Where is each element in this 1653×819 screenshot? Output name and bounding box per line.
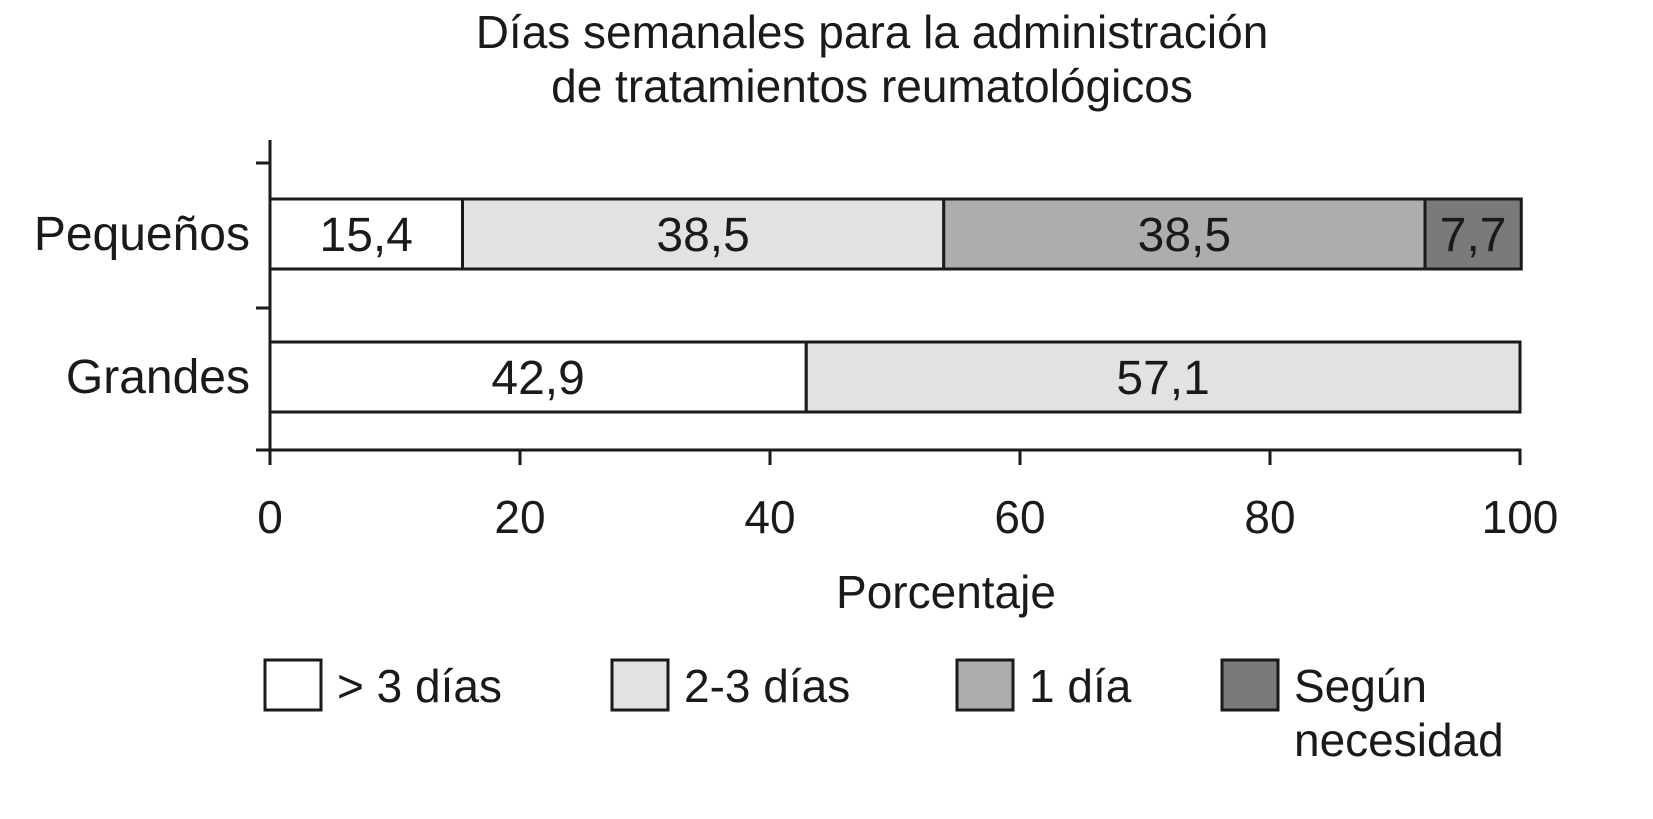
legend-swatch (955, 658, 1015, 712)
x-axis-tick-label: 0 (257, 491, 283, 543)
legend-item: 1 día (955, 658, 1132, 712)
bar-segment (461, 197, 946, 271)
bar-data-label: 7,7 (1440, 209, 1507, 262)
x-axis-tick-label: 40 (744, 491, 795, 543)
x-axis-tick-label: 80 (1244, 491, 1295, 543)
bar-data-label: 38,5 (656, 209, 749, 262)
legend-item: 2-3 días (610, 658, 850, 712)
bar-data-label: 15,4 (320, 209, 413, 262)
legend-item: > 3 días (263, 658, 502, 712)
legend-swatch (263, 658, 323, 712)
x-axis-label: Porcentaje (836, 566, 1056, 618)
legend-swatch (1220, 658, 1280, 712)
y-axis-category-label: Pequeños (34, 208, 250, 261)
bar-data-label: 38,5 (1138, 209, 1231, 262)
chart-title: Días semanales para la administraciónde … (476, 6, 1269, 112)
bar-data-label: 57,1 (1116, 352, 1209, 405)
y-axis-categories: Pequeños Grandes (34, 208, 250, 404)
chart-title-line: Días semanales para la administración (476, 6, 1269, 58)
legend-label: > 3 días (337, 660, 502, 712)
legend-label: Según necesidad (1294, 660, 1504, 766)
legend-item: Según necesidad (1220, 658, 1504, 766)
bar-segment (268, 340, 808, 414)
x-axis-tick-label: 60 (994, 491, 1045, 543)
chart-title-line: de tratamientos reumatológicos (551, 60, 1193, 112)
x-axis-ticks: 0 20 40 60 80 100 (257, 450, 1558, 543)
legend: > 3 días 2-3 días 1 día Según necesidad (263, 658, 1504, 766)
bar-segment (942, 197, 1427, 271)
bar-data-label: 42,9 (491, 352, 584, 405)
legend-label: 1 día (1029, 660, 1132, 712)
x-axis-tick-label: 100 (1482, 491, 1559, 543)
bars: 15,4 38,5 38,5 7,7 42,9 57,1 (268, 197, 1523, 414)
legend-label: 2-3 días (684, 660, 850, 712)
legend-swatch (610, 658, 670, 712)
bar-segment (1423, 197, 1523, 271)
x-axis-tick-label: 20 (494, 491, 545, 543)
bar-segment (804, 340, 1522, 414)
y-axis-category-label: Grandes (66, 351, 250, 404)
axes (256, 140, 1522, 452)
